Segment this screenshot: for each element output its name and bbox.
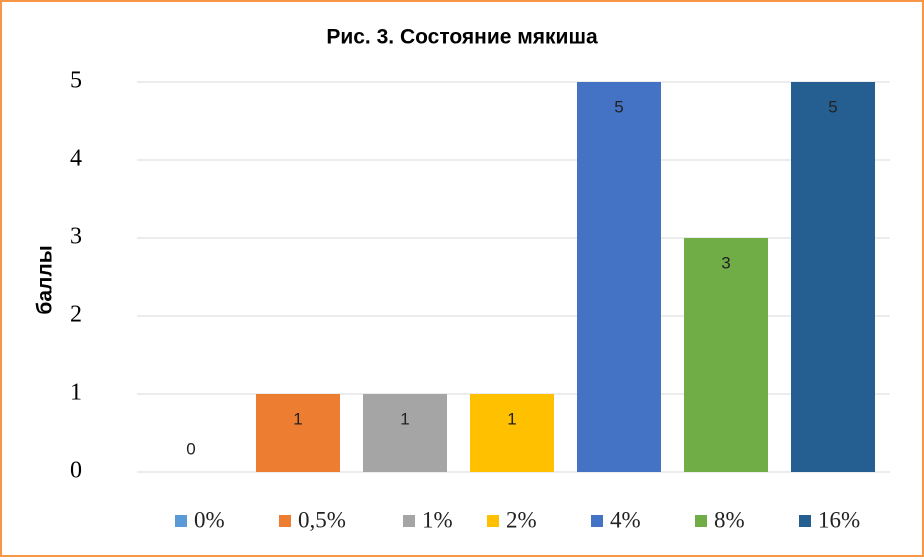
legend-swatch bbox=[487, 515, 499, 527]
y-tick-label: 2 bbox=[70, 302, 82, 328]
legend-swatch bbox=[279, 515, 291, 527]
data-label: 5 bbox=[828, 97, 837, 116]
legend-label: 8% bbox=[714, 507, 745, 532]
legend-label: 4% bbox=[610, 507, 641, 532]
bar bbox=[684, 238, 768, 472]
y-tick-label: 4 bbox=[70, 146, 82, 172]
data-label: 5 bbox=[614, 97, 623, 116]
legend-swatch bbox=[175, 515, 187, 527]
data-label: 1 bbox=[293, 409, 302, 428]
legend-label: 0% bbox=[194, 507, 225, 532]
data-label: 0 bbox=[186, 439, 195, 458]
y-tick-label: 0 bbox=[70, 458, 82, 484]
legend-label: 0,5% bbox=[298, 507, 346, 532]
legend-swatch bbox=[403, 515, 415, 527]
legend-swatch bbox=[591, 515, 603, 527]
chart-title: Рис. 3. Состояние мякиша bbox=[326, 26, 598, 49]
bar bbox=[791, 82, 875, 472]
data-label: 3 bbox=[721, 253, 730, 272]
legend-label: 1% bbox=[422, 507, 453, 532]
y-axis-label: баллы bbox=[34, 245, 57, 314]
data-label: 1 bbox=[507, 409, 516, 428]
y-tick-label: 5 bbox=[70, 68, 82, 94]
bar bbox=[363, 394, 447, 472]
legend-swatch bbox=[799, 515, 811, 527]
legend-label: 2% bbox=[506, 507, 537, 532]
legend-swatch bbox=[695, 515, 707, 527]
bar bbox=[470, 394, 554, 472]
data-label: 1 bbox=[400, 409, 409, 428]
bar bbox=[577, 82, 661, 472]
bar bbox=[256, 394, 340, 472]
legend-label: 16% bbox=[818, 507, 860, 532]
y-tick-label: 1 bbox=[70, 380, 82, 406]
y-tick-label: 3 bbox=[70, 224, 82, 250]
